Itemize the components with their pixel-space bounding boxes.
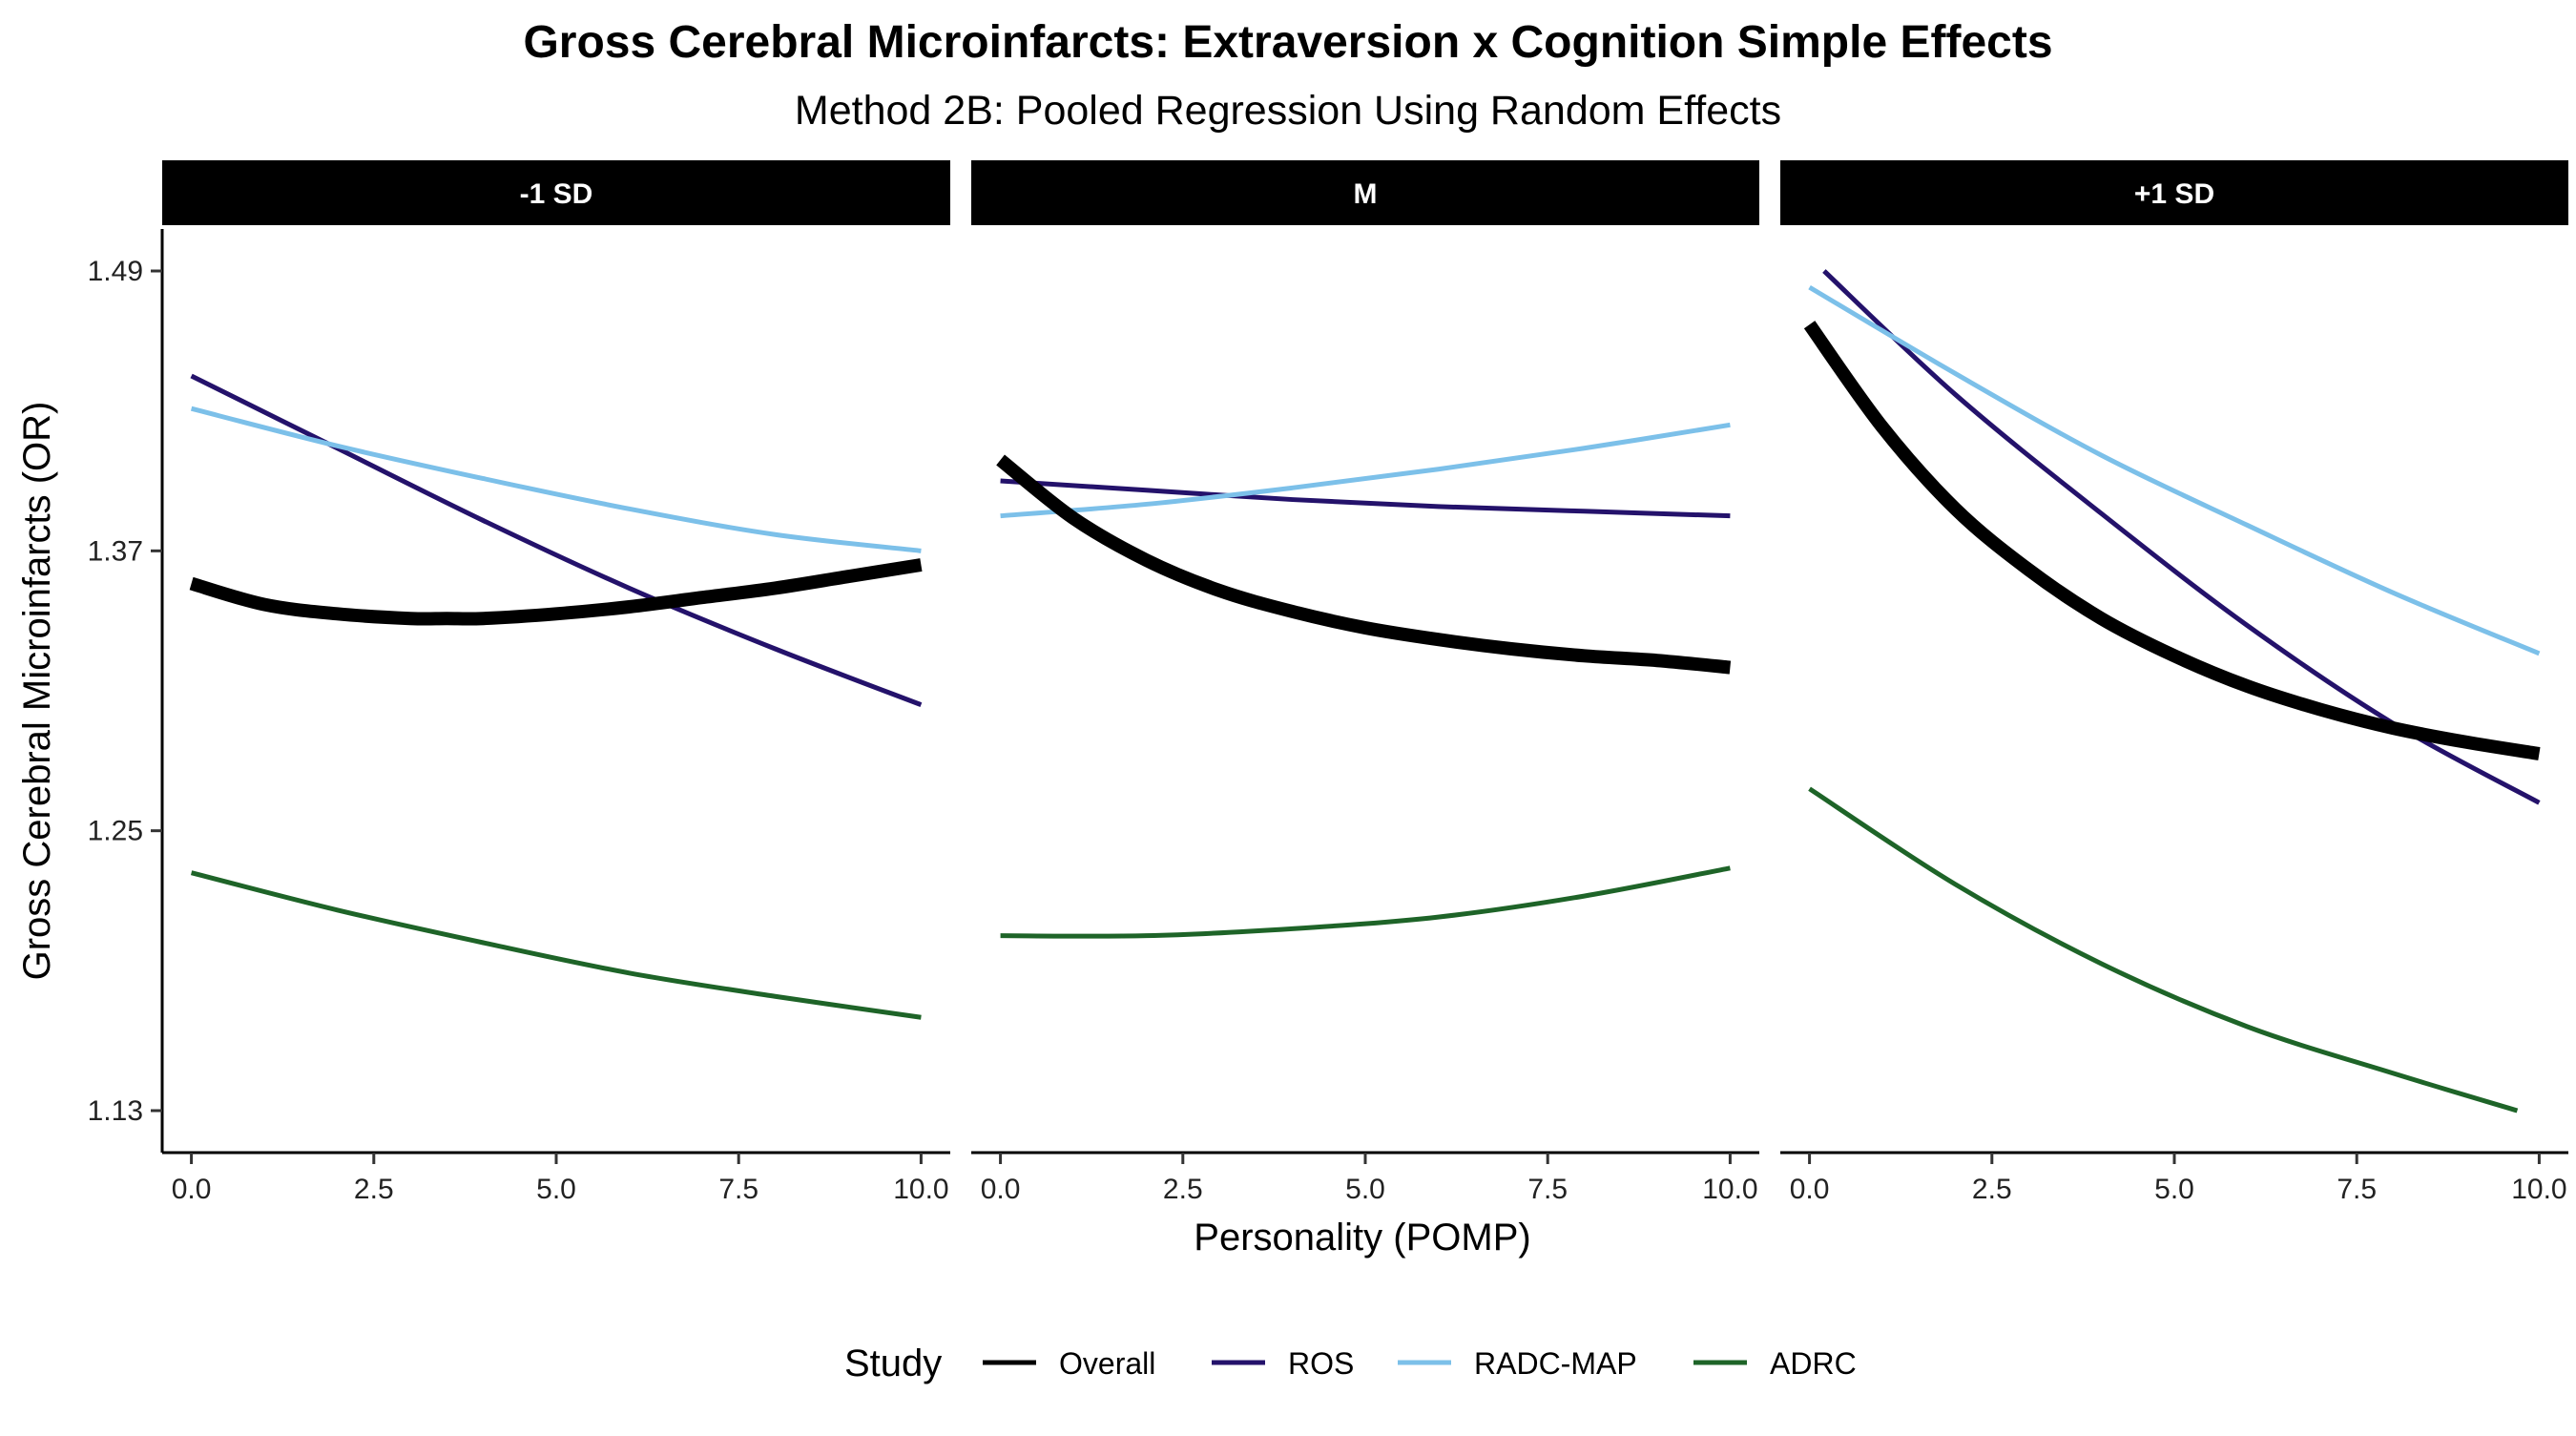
facet-strip <box>1780 160 2568 225</box>
legend-title: Study <box>844 1342 942 1384</box>
legend-label: ROS <box>1288 1346 1354 1381</box>
series-line-ros <box>1000 478 1731 519</box>
series-line-radc-map <box>190 406 922 553</box>
facet-strip-label: -1 SD <box>520 178 593 210</box>
y-tick-label: 1.13 <box>88 1095 143 1127</box>
x-axis-title: Personality (POMP) <box>1194 1217 1530 1259</box>
x-tick-label: 10.0 <box>1702 1174 1757 1205</box>
facet-strip-label: M <box>1354 178 1378 210</box>
series-line-overall <box>189 558 923 626</box>
x-tick-label: 2.5 <box>1163 1174 1203 1205</box>
legend: Study Overall ROS RADC-MAP ADRC <box>844 1342 1857 1384</box>
legend-label: Overall <box>1059 1346 1155 1381</box>
series-line-adrc <box>1000 865 1731 939</box>
legend-label: RADC-MAP <box>1474 1346 1637 1381</box>
x-tick-label: 7.5 <box>1527 1174 1568 1205</box>
x-tick-label: 7.5 <box>2337 1174 2377 1205</box>
y-tick-label: 1.37 <box>88 535 143 567</box>
x-tick-label: 5.0 <box>2154 1174 2194 1205</box>
y-tick-label: 1.25 <box>88 816 143 847</box>
x-tick-label: 7.5 <box>718 1174 758 1205</box>
facet-strip <box>162 160 950 225</box>
series-line-ros <box>190 373 923 708</box>
y-tick-label: 1.49 <box>88 256 143 287</box>
y-axis-title: Gross Cerebral Microinfarcts (OR) <box>16 402 58 981</box>
x-tick-label: 10.0 <box>2511 1174 2566 1205</box>
x-tick-label: 5.0 <box>1345 1174 1385 1205</box>
series-line-adrc <box>190 870 922 1020</box>
chart-title: Gross Cerebral Microinfarcts: Extraversi… <box>523 17 2052 68</box>
legend-label: ADRC <box>1770 1346 1857 1381</box>
facet-panel: M 0.0 2.5 5.0 7.5 10.0 <box>971 160 1759 1205</box>
series-line-overall <box>1803 321 2541 760</box>
x-tick-label: 0.0 <box>981 1174 1021 1205</box>
facet-panel: -1 SD 0.0 2.5 5.0 7.5 10.0 <box>162 160 950 1205</box>
y-axis: 1.13 1.25 1.37 1.49 <box>88 229 164 1153</box>
chart-subtitle: Method 2B: Pooled Regression Using Rando… <box>795 88 1781 134</box>
x-tick-label: 0.0 <box>172 1174 212 1205</box>
series-line-ros <box>1822 269 2541 805</box>
x-tick-label: 5.0 <box>536 1174 576 1205</box>
x-tick-label: 10.0 <box>893 1174 948 1205</box>
x-tick-label: 2.5 <box>1972 1174 2012 1205</box>
x-tick-label: 0.0 <box>1790 1174 1830 1205</box>
facet-strip-label: +1 SD <box>2134 178 2214 210</box>
x-tick-label: 2.5 <box>354 1174 394 1205</box>
facet-panel: +1 SD 0.0 2.5 5.0 7.5 10.0 <box>1780 160 2568 1205</box>
facet-panels: -1 SD0.0 2.5 5.0 7.5 10.0M0.0 2.5 5.0 7.5 10.0+1… <box>162 160 2568 1205</box>
series-line-radc-map <box>1000 422 1731 519</box>
series-line-radc-map <box>1808 284 2541 656</box>
series-line-adrc <box>1808 786 2519 1113</box>
series-line-overall <box>996 454 1732 675</box>
facet-strip <box>971 160 1759 225</box>
